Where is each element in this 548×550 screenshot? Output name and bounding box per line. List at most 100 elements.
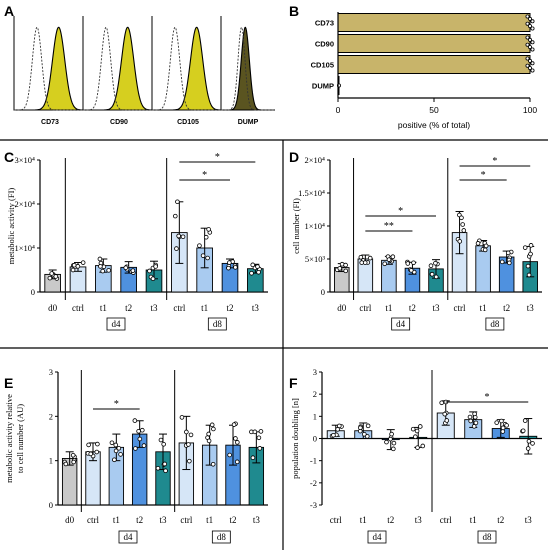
y-tick-label: 1.5×10⁴	[298, 188, 325, 198]
data-point	[233, 436, 238, 441]
panel-label-e: E	[4, 375, 13, 391]
x-tick-label: ctrl	[180, 515, 192, 525]
data-point	[483, 243, 489, 249]
y-tick-label: 1	[313, 411, 317, 421]
y-tick-label: 0	[31, 287, 35, 297]
significance-marker: *	[398, 206, 403, 217]
x-tick-label: 100	[523, 105, 537, 115]
data-point	[433, 274, 439, 280]
data-point	[337, 423, 342, 429]
data-point	[500, 425, 506, 431]
x-tick-label: t1	[201, 303, 208, 313]
data-point	[472, 411, 477, 417]
x-tick-label: ctrl	[330, 515, 342, 525]
group-label-box	[106, 317, 126, 331]
data-point	[386, 257, 392, 262]
data-point	[384, 439, 389, 445]
data-point	[528, 66, 533, 71]
category-label: CD73	[315, 19, 334, 28]
histogram-isotype-curve	[152, 26, 224, 111]
x-tick-label: t2	[226, 303, 233, 313]
data-point	[530, 26, 535, 31]
data-point	[414, 428, 420, 434]
group-label: d8	[213, 319, 223, 329]
x-tick-label: t3	[415, 515, 423, 525]
x-tick-label: t2	[229, 515, 236, 525]
data-point	[49, 271, 54, 276]
data-point	[258, 429, 264, 434]
group-label: d4	[373, 532, 383, 542]
data-point	[500, 429, 506, 434]
y-axis-label: metabolic activity (FI)	[6, 188, 16, 265]
x-tick-label: t3	[527, 303, 535, 313]
data-point	[162, 461, 168, 467]
data-point	[176, 233, 181, 239]
x-tick-label: t3	[253, 515, 261, 525]
data-point	[522, 245, 528, 250]
x-tick-label: ctrl	[359, 303, 371, 313]
x-tick-label: 50	[429, 105, 439, 115]
y-tick-label: -2	[310, 478, 317, 488]
data-point	[109, 440, 115, 446]
data-point	[528, 251, 533, 257]
data-point	[499, 259, 505, 265]
data-point	[137, 436, 143, 442]
data-point	[528, 16, 533, 21]
x-tick-label: ctrl	[454, 303, 466, 313]
data-point	[250, 455, 256, 460]
y-tick-label: 0	[321, 287, 325, 297]
data-point	[415, 445, 420, 450]
data-point	[235, 440, 240, 445]
data-point	[227, 260, 232, 265]
data-point	[63, 461, 69, 467]
data-point	[158, 437, 164, 443]
data-point	[337, 266, 343, 271]
histogram-plot: CD105	[151, 16, 224, 126]
data-point	[525, 63, 530, 68]
data-point	[444, 418, 450, 423]
histogram-plot: CD73	[13, 16, 86, 126]
data-point	[331, 432, 336, 438]
panel-label-c: C	[4, 149, 14, 165]
data-point	[528, 243, 534, 248]
panel-a-histograms: CD73 CD90 CD105 DUMP	[13, 16, 275, 126]
data-point	[175, 199, 180, 205]
data-point	[53, 274, 59, 279]
data-point	[530, 40, 535, 45]
data-point	[172, 213, 178, 219]
data-point	[153, 264, 158, 269]
data-point	[86, 442, 91, 448]
significance-marker: *	[202, 170, 207, 181]
data-point	[358, 254, 364, 260]
data-point	[439, 400, 444, 406]
data-point	[150, 276, 156, 282]
histogram-marker-label: DUMP	[238, 119, 259, 126]
group-label-box	[118, 530, 138, 544]
bar	[337, 55, 531, 74]
data-point	[525, 35, 530, 40]
data-point	[530, 47, 535, 52]
data-point	[362, 260, 368, 265]
y-axis-label: to cell number (AU)	[15, 404, 25, 473]
data-point	[428, 263, 434, 269]
histogram-marker-label: CD105	[177, 119, 199, 126]
data-point	[391, 446, 396, 452]
x-tick-label: t3	[150, 303, 158, 313]
significance-marker: **	[384, 221, 394, 232]
data-point	[179, 415, 185, 420]
data-point	[200, 253, 206, 258]
panel-c-chart: 0 1×10⁴ 2×10⁴ 3×10⁴ metabolic activity (FI) d…	[6, 152, 268, 331]
data-point	[209, 422, 215, 428]
data-point	[116, 445, 122, 451]
category-label: DUMP	[312, 82, 334, 91]
data-point	[388, 436, 393, 442]
panel-d-chart: 0 5×10³ 1×10⁴ 1.5×10⁴ 2×10⁴ cell number (FI) d…	[291, 155, 542, 331]
x-tick-label: d0	[65, 515, 75, 525]
histogram-marker-label: CD73	[41, 119, 59, 126]
data-point	[206, 438, 212, 444]
data-point	[250, 262, 256, 268]
bar	[337, 13, 531, 32]
x-tick-label: t2	[125, 303, 132, 313]
data-point	[410, 426, 416, 432]
